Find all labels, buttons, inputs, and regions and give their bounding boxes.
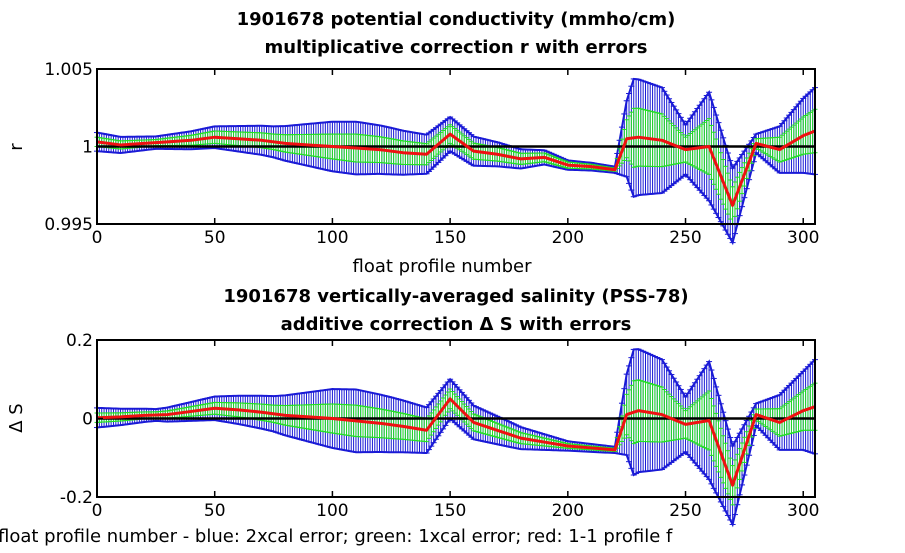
x-tick-label: 300 [787, 228, 819, 248]
red-profile-line [96, 129, 816, 207]
x-tick-label: 300 [787, 501, 819, 521]
x-tick-label: 0 [92, 228, 103, 248]
y-tick-label: -0.2 [60, 488, 93, 508]
x-tick-label: 250 [669, 501, 701, 521]
x-tick-label: 0 [92, 501, 103, 521]
y-tick-label: 0.2 [66, 331, 93, 351]
top-chart-x-axis-label: float profile number [353, 256, 533, 277]
plot-area [94, 348, 818, 528]
x-tick-label: 150 [434, 501, 466, 521]
x-tick-label: 250 [669, 228, 701, 248]
y-tick-label: 1 [82, 138, 93, 158]
red-profile-line [96, 397, 816, 487]
x-tick-label: 50 [204, 228, 226, 248]
blue-error-envelope-upper [96, 77, 816, 171]
top-chart-title-line2: multiplicative correction r with errors [265, 37, 648, 58]
top-chart-title-line1: 1901678 potential conductivity (mmho/cm) [237, 9, 676, 30]
bottom-chart-title-line1: 1901678 vertically-averaged salinity (PS… [223, 286, 688, 307]
y-tick-label: 0.995 [44, 215, 93, 235]
y-tick-label: 0 [82, 410, 93, 430]
x-tick-label: 200 [552, 501, 584, 521]
x-tick-label: 150 [434, 228, 466, 248]
y-tick-label: 1.005 [44, 60, 93, 80]
blue-error-envelope-lower [96, 147, 816, 246]
x-tick-label: 100 [316, 228, 348, 248]
bottom-chart-title-line2: additive correction Δ S with errors [281, 314, 632, 335]
top-panel-conductivity-correction: 1901678 potential conductivity (mmho/cm)… [6, 9, 819, 277]
x-tick-label: 100 [316, 501, 348, 521]
top-chart-y-axis-label: r [6, 143, 27, 151]
plot-area [94, 77, 818, 246]
bottom-chart-x-axis-label: float profile number - blue: 2xcal error… [0, 526, 673, 547]
blue-error-envelope-lower [96, 417, 816, 528]
x-tick-label: 50 [204, 501, 226, 521]
x-tick-label: 200 [552, 228, 584, 248]
blue-error-envelope-upper [96, 348, 816, 449]
bottom-chart-y-axis-label: Δ S [6, 403, 27, 432]
bottom-panel-salinity-correction: 1901678 vertically-averaged salinity (PS… [0, 286, 819, 547]
